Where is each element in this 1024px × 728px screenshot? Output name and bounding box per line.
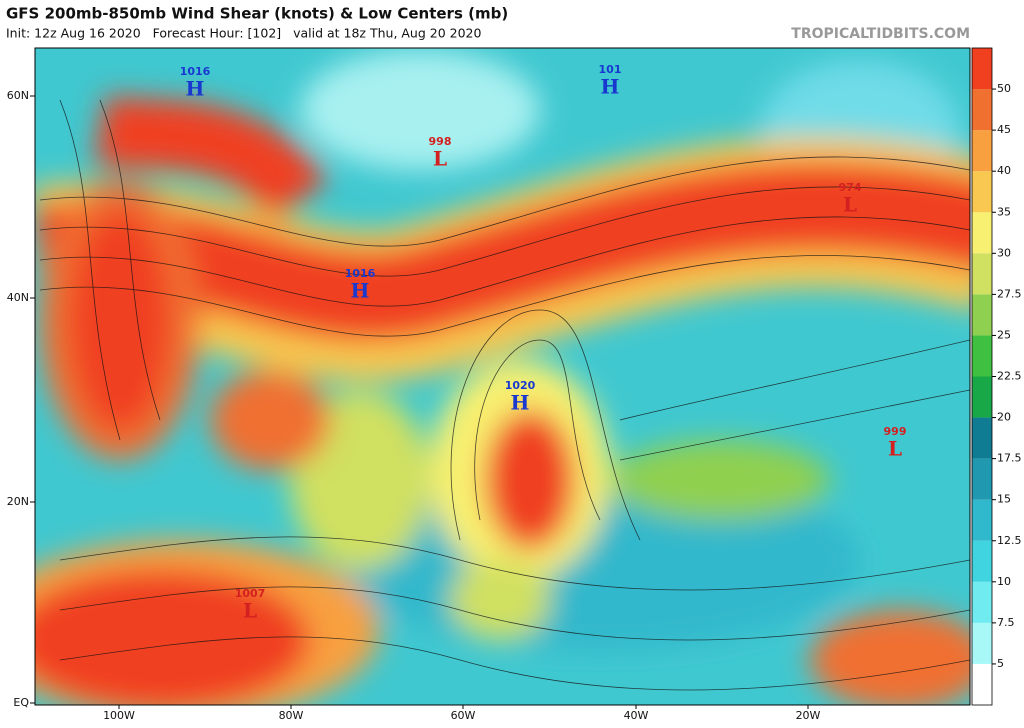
colorbar-swatch xyxy=(972,48,992,90)
colorbar-label: 35 xyxy=(997,205,1011,218)
colorbar-label: 40 xyxy=(997,164,1011,177)
center-symbol: H xyxy=(186,77,205,101)
center-symbol: H xyxy=(601,75,620,99)
colorbar-swatch xyxy=(972,130,992,172)
colorbar-label: 30 xyxy=(997,246,1011,259)
center-symbol: H xyxy=(351,279,370,303)
colorbar-swatch xyxy=(972,89,992,131)
colorbar-label: 5 xyxy=(997,657,1004,670)
center-symbol: H xyxy=(511,391,530,415)
colorbar-label: 27.5 xyxy=(997,287,1022,300)
title: GFS 200mb-850mb Wind Shear (knots) & Low… xyxy=(6,5,508,23)
colorbar-label: 17.5 xyxy=(997,452,1022,465)
colorbar-swatch xyxy=(972,376,992,418)
colorbar-label: 12.5 xyxy=(997,534,1022,547)
center-pressure: 1007 xyxy=(235,587,266,600)
center-symbol: L xyxy=(243,599,257,623)
center-pressure: 1016 xyxy=(345,267,376,280)
lat-label: EQ xyxy=(13,696,29,709)
colorbar-swatch xyxy=(972,622,992,664)
lat-label: 20N xyxy=(7,495,29,508)
colorbar-swatch xyxy=(972,212,992,254)
colorbar-label: 15 xyxy=(997,493,1011,506)
colorbar-swatch xyxy=(972,499,992,541)
colorbar-swatch xyxy=(972,663,992,705)
colorbar-swatch xyxy=(972,171,992,213)
lat-label: 60N xyxy=(7,89,29,102)
center-symbol: L xyxy=(843,193,857,217)
center-symbol: L xyxy=(433,147,447,171)
colorbar-swatch xyxy=(972,417,992,459)
colorbar-label: 7.5 xyxy=(997,616,1015,629)
colorbar-label: 22.5 xyxy=(997,370,1022,383)
lon-label: 40W xyxy=(624,709,649,722)
map-frame xyxy=(34,47,971,706)
center-pressure: 101 xyxy=(599,63,622,76)
source: TROPICALTIDBITS.COM xyxy=(791,26,970,42)
subtitle: Init: 12z Aug 16 2020 Forecast Hour: [10… xyxy=(6,26,482,41)
lon-label: 60W xyxy=(451,709,476,722)
colorbar-swatch xyxy=(972,581,992,623)
center-pressure: 1020 xyxy=(505,379,536,392)
center-pressure: 998 xyxy=(429,135,452,148)
colorbar-swatch xyxy=(972,540,992,582)
colorbar-label: 50 xyxy=(997,82,1011,95)
colorbar-label: 45 xyxy=(997,123,1011,136)
streamlines xyxy=(39,99,970,691)
shear-field xyxy=(35,48,970,705)
lon-label: 80W xyxy=(279,709,304,722)
center-pressure: 999 xyxy=(884,425,907,438)
center-pressure: 974 xyxy=(839,181,862,194)
lon-label: 20W xyxy=(796,709,821,722)
center-pressure: 1016 xyxy=(180,65,211,78)
center-symbol: L xyxy=(888,437,902,461)
colorbar-swatch xyxy=(972,294,992,336)
colorbar-swatch xyxy=(972,458,992,500)
colorbar-label: 20 xyxy=(997,411,1011,424)
colorbar: 5 7.5 10 12.5 15 17.5 20 22.5 25 27.5 30 35 40 45 50 xyxy=(971,47,1022,706)
lon-label: 100W xyxy=(103,709,135,722)
colorbar-label: 10 xyxy=(997,575,1011,588)
colorbar-swatch xyxy=(972,335,992,377)
colorbar-label: 25 xyxy=(997,328,1011,341)
lat-label: 40N xyxy=(7,291,29,304)
colorbar-swatch xyxy=(972,253,992,295)
